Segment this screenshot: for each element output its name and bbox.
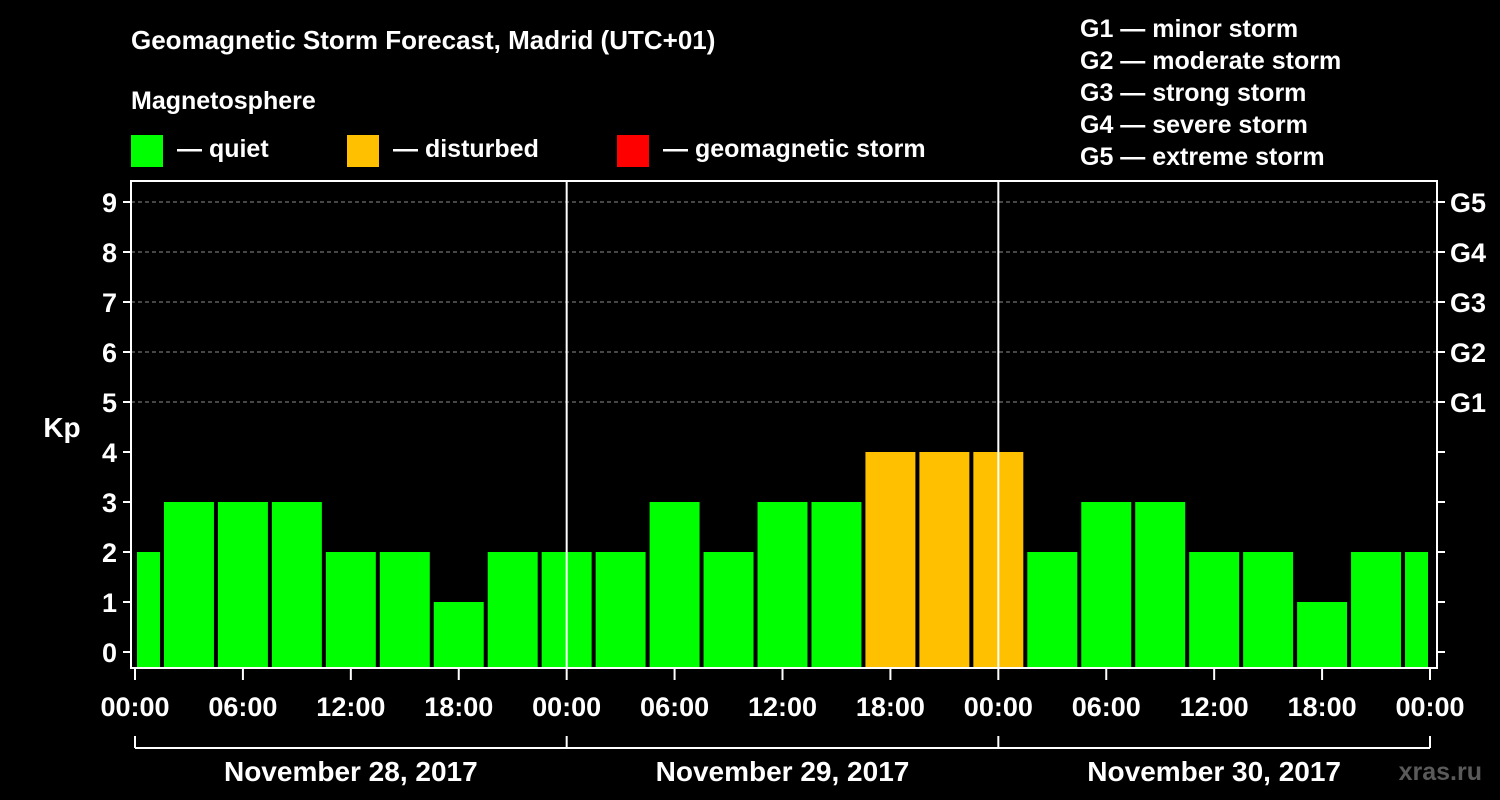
x-tick-label: 12:00 [1180,692,1249,722]
kp-bar [919,452,970,668]
y-tick-label: 4 [102,438,117,468]
x-tick-label: 00:00 [1395,692,1464,722]
y-tick-label: 5 [102,388,117,418]
kp-bar [217,502,268,668]
kp-bar [137,552,160,668]
kp-bar [1081,502,1132,668]
kp-bar [271,502,322,668]
legend-label-storm: — geomagnetic storm [663,135,926,163]
day-label: November 28, 2017 [224,756,478,787]
storm-level-label: G2 [1450,338,1486,368]
storm-scale-g2: G2 — moderate storm [1080,47,1341,75]
kp-bar [325,552,376,668]
storm-level-label: G5 [1450,188,1486,218]
kp-bar [1351,552,1402,668]
chart-title: Geomagnetic Storm Forecast, Madrid (UTC+… [131,25,715,55]
x-tick-label: 12:00 [316,692,385,722]
x-tick-label: 18:00 [1288,692,1357,722]
day-label: November 29, 2017 [656,756,910,787]
storm-scale-g3: G3 — strong storm [1080,79,1306,107]
legend-swatch-disturbed [347,135,379,167]
storm-level-label: G1 [1450,388,1486,418]
y-tick-label: 1 [102,588,117,618]
y-axis-label: Kp [43,412,80,443]
legend-label-disturbed: — disturbed [393,135,539,163]
kp-bar [703,552,754,668]
kp-bar [163,502,214,668]
y-tick-label: 8 [102,238,117,268]
x-tick-label: 18:00 [856,692,925,722]
y-tick-label: 2 [102,538,117,568]
kp-bar [595,552,646,668]
kp-bar [1135,502,1186,668]
x-tick-label: 06:00 [1072,692,1141,722]
storm-scale-g4: G4 — severe storm [1080,111,1308,139]
axes [123,180,1445,749]
grid-lines [131,201,1437,403]
kp-bar [379,552,430,668]
x-tick-label: 00:00 [964,692,1033,722]
storm-level-label: G3 [1450,288,1486,318]
x-tick-label: 06:00 [208,692,277,722]
kp-bar [1189,552,1240,668]
watermark: xras.ru [1399,758,1482,786]
y-tick-label: 3 [102,488,117,518]
kp-bar [1243,552,1294,668]
y-tick-label: 7 [102,288,117,318]
x-tick-label: 00:00 [532,692,601,722]
kp-bar [811,502,862,668]
kp-bar [1027,552,1078,668]
y-tick-label: 9 [102,188,117,218]
kp-bar [1405,552,1428,668]
x-tick-label: 18:00 [424,692,493,722]
y-tick-label: 6 [102,338,117,368]
kp-bar [649,502,700,668]
legend-swatch-storm [617,135,649,167]
day-label: November 30, 2017 [1087,756,1341,787]
kp-bar [1297,602,1348,668]
legend-title: Magnetosphere [131,87,316,115]
legend-label-quiet: — quiet [177,135,269,163]
x-tick-label: 00:00 [100,692,169,722]
kp-bar [757,502,808,668]
legend-swatch-quiet [131,135,163,167]
kp-bar [865,452,916,668]
plot-frame [130,180,1438,669]
bars [137,452,1428,668]
kp-bar [487,552,538,668]
storm-scale-g1: G1 — minor storm [1080,15,1298,43]
storm-level-label: G4 [1450,238,1486,268]
x-tick-label: 12:00 [748,692,817,722]
storm-scale-g5: G5 — extreme storm [1080,143,1325,171]
tick-labels: 0 1 2 3 4 5 6 7 8 9 G1 G2 G3 G4 G5 00:00 06:00 12:00 18:00… [100,188,1486,787]
kp-bar [433,602,484,668]
x-tick-label: 06:00 [640,692,709,722]
y-tick-label: 0 [102,638,117,668]
